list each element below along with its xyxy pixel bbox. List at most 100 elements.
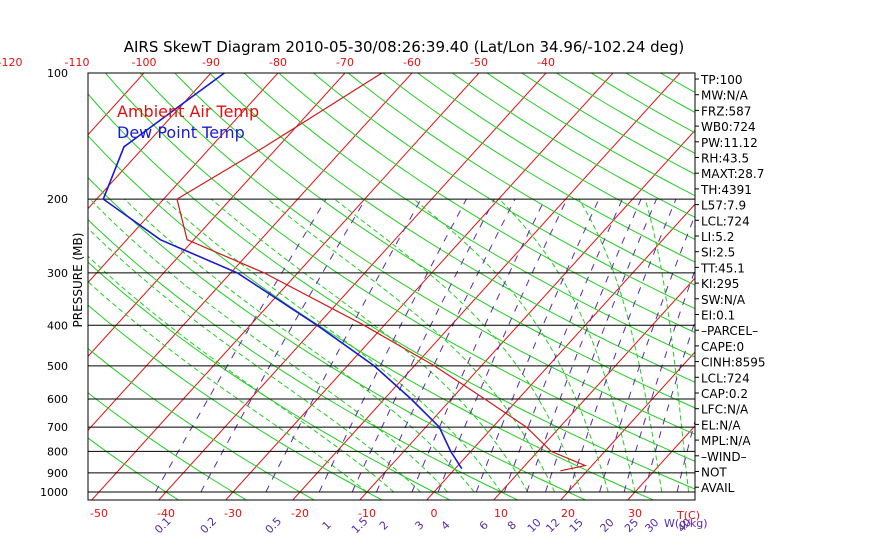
dry-adiabat-line (555, 73, 695, 154)
isotherm-line (158, 73, 547, 500)
side-panel-item: AVAIL (701, 481, 735, 495)
mixing-ratio-line (351, 198, 495, 493)
dry-adiabat-line (174, 73, 695, 409)
top-temp-tick-label: -100 (132, 56, 157, 69)
top-temp-tick-label: -50 (470, 56, 488, 69)
x-axis-mix-label: W(g/kg) (664, 517, 708, 530)
pressure-tick-label: 700 (47, 421, 68, 434)
moist-adiabat-line (578, 198, 663, 493)
side-panel-item: EI:0.1 (701, 309, 735, 323)
side-panel-item: L57:7.9 (701, 199, 746, 213)
mixing-ratio-line (154, 198, 327, 493)
dry-adiabat-line (88, 218, 519, 500)
dry-adiabat-line (347, 73, 695, 286)
mixing-ratio-line (475, 198, 600, 493)
bottom-temp-tick-label: 0 (431, 507, 438, 520)
isotherm-line (292, 73, 681, 500)
bottom-temp-tick-label: 10 (494, 507, 508, 520)
moist-adiabat-line (124, 198, 475, 493)
dry-adiabat-line (486, 73, 695, 197)
mixing-ratio-line (318, 198, 467, 493)
side-panel-item: CINH:8595 (701, 356, 766, 370)
dry-adiabat-line (208, 73, 695, 383)
legend-dew-point-temp: Dew Point Temp (117, 123, 245, 142)
dry-adiabat-line (451, 73, 695, 218)
side-panel-item: FRZ:587 (701, 104, 751, 118)
pressure-tick-label: 500 (47, 360, 68, 373)
top-temp-tick-label: -60 (403, 56, 421, 69)
bottom-temp-tick-label: 30 (628, 507, 642, 520)
side-panel-item: EL:N/A (701, 418, 741, 432)
dry-adiabat-line (88, 392, 248, 500)
mixing-ratio-line (376, 198, 516, 493)
side-panel-item: NOT (701, 466, 727, 480)
top-temp-tick-label: -90 (202, 56, 220, 69)
bottom-temp-tick-label: -30 (224, 507, 242, 520)
side-panel-item: –WIND– (701, 450, 747, 464)
side-panel-item: LCL:724 (701, 214, 750, 228)
x-axis-temp-label: T(C) (676, 509, 700, 522)
bottom-temp-tick-labels: -50 -40 -30 -20 -10 0 10 20 30 (90, 507, 642, 520)
dry-adiabat-line (88, 135, 655, 500)
top-temp-tick-label: -80 (269, 56, 287, 69)
pressure-tick-label: 800 (47, 445, 68, 458)
side-panel-item: WB0:724 (701, 120, 756, 134)
isotherm-line (88, 73, 279, 284)
dry-adiabat-line (243, 73, 695, 358)
moist-adiabat-line (88, 227, 421, 493)
isotherm-line (426, 203, 695, 500)
isotherm-line (91, 73, 480, 500)
bottom-temp-tick-label: -50 (90, 507, 108, 520)
legend-ambient-air-temp: Ambient Air Temp (117, 102, 259, 121)
mixing-ratio-line (545, 198, 657, 493)
side-panel-item: LCL:724 (701, 371, 750, 385)
side-panel-item: –PARCEL– (701, 324, 758, 338)
sounding-profiles (102, 73, 588, 472)
isotherm-line (88, 73, 413, 431)
pressure-tick-label: 900 (47, 467, 68, 480)
moist-adiabat-line (89, 198, 448, 493)
mixing-ratio-line (526, 198, 642, 493)
dry-adiabat-lines (88, 73, 695, 500)
side-panel-item: LFC:N/A (701, 403, 749, 417)
pressure-tick-label: 600 (47, 393, 68, 406)
dry-adiabat-line (104, 73, 695, 462)
dry-adiabat-line (520, 73, 695, 175)
top-temp-tick-label: -110 (65, 56, 90, 69)
side-panel-item: TH:4391 (700, 183, 752, 197)
moist-adiabat-line (498, 198, 636, 493)
mixing-ratio-line (437, 198, 568, 493)
ambient-air-temp-line (176, 73, 588, 472)
isotherm-line (560, 351, 695, 500)
moist-adiabat-line (88, 280, 368, 493)
isotherm-line (88, 73, 212, 210)
mixing-ratio-line (411, 198, 546, 493)
dry-adiabat-line (88, 93, 695, 490)
side-panel-item: CAP:0.2 (701, 387, 748, 401)
pressure-tick-label: 400 (47, 319, 68, 332)
dry-adiabat-line (278, 73, 695, 334)
mixing-ratio-line (599, 213, 695, 493)
isotherm-line (88, 73, 145, 136)
side-panel-item: LI:5.2 (701, 230, 734, 244)
side-panel-item: TP:100 (700, 73, 743, 87)
side-panel-item: RH:43.5 (701, 152, 749, 166)
side-panel-item: MPL:N/A (701, 434, 751, 448)
chart-title: AIRS SkewT Diagram 2010-05-30/08:26:39.4… (124, 38, 685, 56)
side-panel-item: SI:2.5 (701, 246, 735, 260)
isotherm-lines (88, 73, 695, 500)
pressure-tick-label: 1000 (40, 486, 68, 499)
bottom-temp-tick-label: 20 (561, 507, 575, 520)
dry-adiabat-line (416, 73, 695, 241)
isotherm-line (225, 73, 614, 500)
y-axis-label: PRESSURE (MB) (71, 233, 85, 328)
top-temp-tick-label: -70 (336, 56, 354, 69)
dry-adiabat-line (139, 73, 695, 435)
dry-adiabat-line (88, 304, 384, 500)
side-panel-item: PW:11.12 (701, 136, 758, 150)
bottom-temp-tick-label: -40 (157, 507, 175, 520)
mixing-ratio-lines (154, 198, 695, 493)
dry-adiabat-line (312, 73, 695, 310)
